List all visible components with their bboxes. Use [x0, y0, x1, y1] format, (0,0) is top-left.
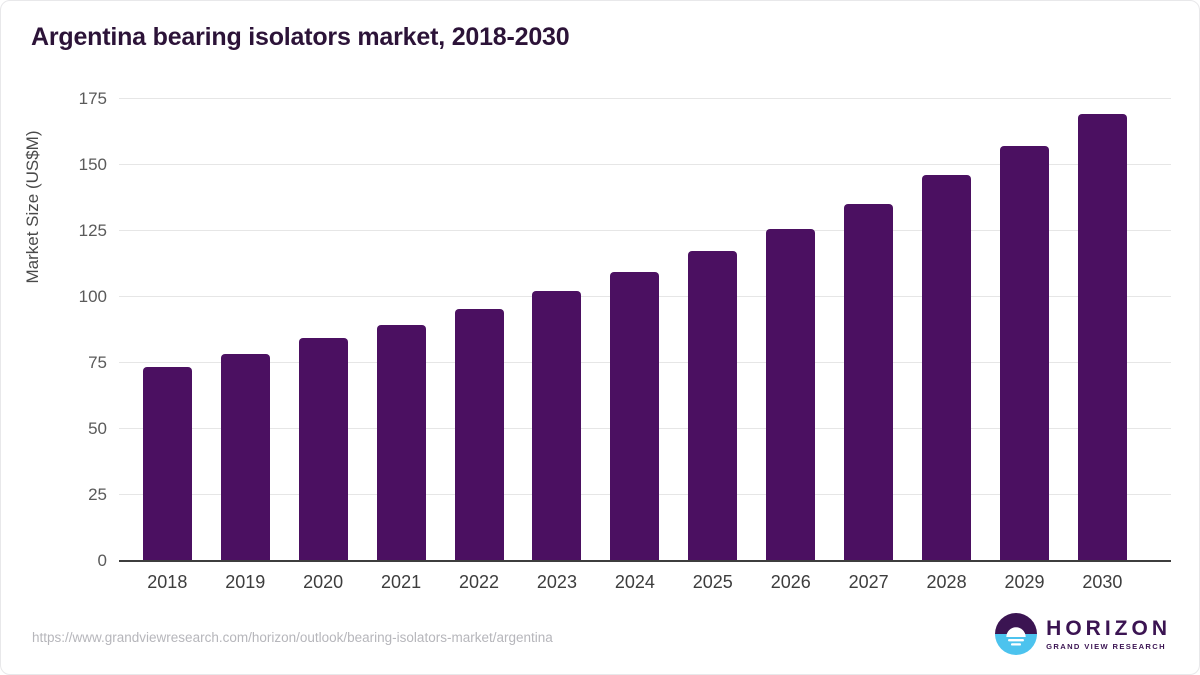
bar[interactable]: [376, 325, 426, 560]
plot-area: [119, 98, 1171, 560]
y-axis-tick-label: 0: [97, 551, 107, 570]
y-axis-title: Market Size (US$M): [23, 130, 42, 284]
y-axis-tick-label: 75: [88, 353, 107, 372]
bar[interactable]: [298, 338, 348, 560]
y-axis-tick-label: 150: [78, 155, 107, 174]
y-axis-tick-label: 175: [78, 89, 107, 108]
bar[interactable]: [610, 272, 660, 560]
logo-wordmark: HORIZON GRAND VIEW RESEARCH: [1046, 618, 1171, 651]
y-axis-tick-label: 125: [78, 221, 107, 240]
x-axis-tick-label: 2026: [770, 572, 811, 592]
horizon-sunrise-circle-icon: [995, 613, 1038, 655]
x-axis-tick-label: 2020: [303, 572, 344, 592]
bar[interactable]: [220, 354, 270, 560]
bar[interactable]: [844, 203, 894, 560]
gridline: [119, 164, 1171, 165]
bar[interactable]: [142, 367, 192, 560]
x-axis-tick-label: 2030: [1082, 572, 1123, 592]
gridline: [119, 98, 1171, 99]
source-url[interactable]: https://www.grandviewresearch.com/horizo…: [32, 630, 553, 645]
x-axis-tick-label: 2027: [848, 572, 889, 592]
x-axis-tick-label: 2025: [692, 572, 733, 592]
x-axis-tick-label: 2021: [381, 572, 422, 592]
x-axis-tick-label: 2023: [536, 572, 577, 592]
y-axis-tick-label: 50: [88, 419, 107, 438]
bar[interactable]: [999, 145, 1049, 560]
bar[interactable]: [532, 290, 582, 560]
y-axis-tick-label: 25: [88, 485, 107, 504]
x-axis-tick-label: 2022: [458, 572, 500, 592]
x-axis-tick-label: 2019: [225, 572, 266, 592]
y-axis-tick-label: 100: [78, 287, 107, 306]
bar[interactable]: [1077, 113, 1127, 560]
logo-name: HORIZON: [1046, 616, 1171, 640]
x-axis-tick-label: 2024: [614, 572, 655, 592]
x-axis-tick-label: 2029: [1004, 572, 1045, 592]
bar[interactable]: [766, 228, 816, 560]
x-axis-tick-label: 2028: [926, 572, 967, 592]
horizon-logo[interactable]: HORIZON GRAND VIEW RESEARCH: [995, 613, 1171, 655]
x-axis-tick-label: 2018: [147, 572, 188, 592]
bar[interactable]: [922, 174, 972, 560]
page-title: Argentina bearing isolators market, 2018…: [31, 23, 570, 51]
bar[interactable]: [454, 309, 504, 560]
bar[interactable]: [688, 251, 738, 560]
x-axis-line: [119, 560, 1171, 562]
gridline: [119, 230, 1171, 231]
logo-tagline: GRAND VIEW RESEARCH: [1046, 641, 1166, 651]
